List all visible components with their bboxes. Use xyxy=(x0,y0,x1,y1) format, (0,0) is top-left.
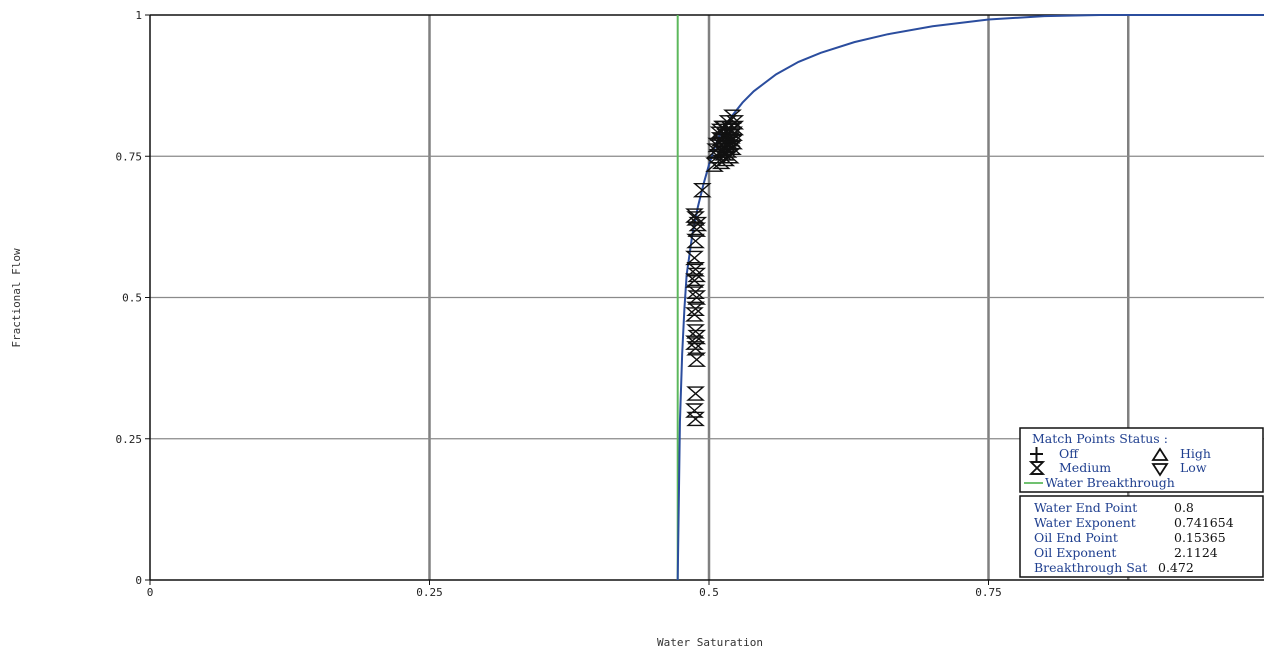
match-point-marker xyxy=(686,262,705,277)
axis-ticks: 0 0.25 0.5 0.75 0 0.25 0.5 0.75 1 xyxy=(116,9,1002,599)
triangle-down-icon xyxy=(1151,463,1169,477)
legend-item-off: Off xyxy=(1059,446,1079,461)
match-point-marker xyxy=(686,411,705,427)
x-tick-label: 0 xyxy=(147,586,154,599)
param-label-water-end-point: Water End Point xyxy=(1034,500,1137,515)
y-tick-label: 0.25 xyxy=(116,433,143,446)
match-point-marker xyxy=(723,109,742,124)
x-tick-label: 0.5 xyxy=(699,586,719,599)
match-point-marker xyxy=(686,324,705,339)
match-point-marker xyxy=(685,250,704,266)
match-points-medium xyxy=(685,109,745,427)
match-point-marker xyxy=(686,233,705,249)
match-point-marker xyxy=(685,208,704,223)
match-point-marker xyxy=(717,146,737,161)
triangle-up-icon xyxy=(1151,447,1169,461)
match-point-marker xyxy=(685,403,704,418)
y-tick-label: 0.75 xyxy=(116,150,143,163)
y-axis-title: Fractional Flow xyxy=(10,248,23,348)
match-point-marker xyxy=(687,352,707,367)
match-point-marker xyxy=(688,216,708,232)
match-point-marker xyxy=(686,386,705,401)
x-tick-label: 0.25 xyxy=(416,586,443,599)
param-value-oil-exponent: 2.1124 xyxy=(1174,545,1218,560)
legend-item-medium: Medium xyxy=(1059,460,1111,475)
param-value-breakthrough-sat: 0.472 xyxy=(1158,560,1194,575)
y-tick-label: 0.5 xyxy=(122,292,142,305)
match-point-marker xyxy=(686,301,705,316)
legend-box xyxy=(1019,427,1264,493)
match-point-marker xyxy=(724,134,743,150)
parameters-panel: Water End Point 0.8 Water Exponent 0.741… xyxy=(1019,495,1264,578)
match-point-marker xyxy=(687,267,707,283)
param-value-oil-end-point: 0.15365 xyxy=(1174,530,1226,545)
param-label-water-exponent: Water Exponent xyxy=(1034,515,1136,530)
legend-title: Match Points Status : xyxy=(1032,431,1168,446)
match-point-marker xyxy=(686,284,705,300)
match-point-marker xyxy=(687,329,707,345)
match-point-marker xyxy=(686,341,705,356)
fractional-flow-curve xyxy=(676,14,1264,581)
legend-item-water-breakthrough: Water Breakthrough xyxy=(1045,475,1175,490)
legend-item-high: High xyxy=(1180,446,1211,461)
match-point-marker xyxy=(687,290,707,305)
y-tick-label: 1 xyxy=(135,9,142,22)
grid xyxy=(150,15,1264,580)
match-point-marker xyxy=(721,129,741,144)
param-label-oil-end-point: Oil End Point xyxy=(1034,530,1118,545)
x-tick-label: 0.75 xyxy=(975,586,1002,599)
match-point-marker xyxy=(692,182,712,198)
plus-icon xyxy=(1030,447,1043,462)
param-label-breakthrough-sat: Breakthrough Sat xyxy=(1034,560,1147,575)
series-layer xyxy=(676,14,1264,581)
match-point-marker xyxy=(715,140,735,155)
x-axis-title: Water Saturation xyxy=(657,636,763,648)
match-point-marker xyxy=(725,115,745,130)
legend-item-low: Low xyxy=(1180,460,1207,475)
param-value-water-exponent: 0.741654 xyxy=(1174,515,1234,530)
match-point-marker xyxy=(710,123,730,139)
y-tick-label: 0 xyxy=(135,574,142,587)
param-label-oil-exponent: Oil Exponent xyxy=(1034,545,1116,560)
hourglass-icon xyxy=(1028,461,1046,475)
param-value-water-end-point: 0.8 xyxy=(1174,500,1194,515)
parameters-box xyxy=(1019,495,1264,578)
legend: Match Points Status : Off High Medium Lo… xyxy=(1019,427,1264,493)
